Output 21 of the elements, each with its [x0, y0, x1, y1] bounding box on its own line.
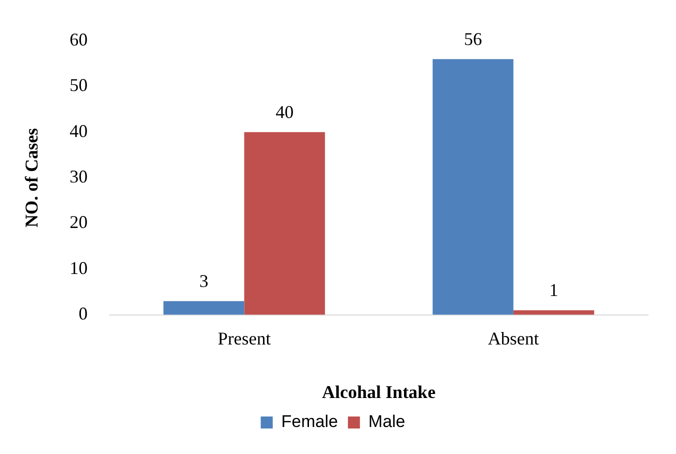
y-axis-title: NO. of Cases	[21, 128, 42, 228]
x-tick-label: Present	[218, 328, 271, 348]
y-tick-label: 40	[70, 120, 88, 141]
legend-label: Male	[368, 412, 406, 432]
bar	[163, 301, 244, 315]
data-label: 56	[464, 28, 482, 49]
y-tick-label: 50	[70, 75, 88, 96]
x-axis-title: Alcohal Intake	[322, 382, 436, 402]
y-tick-label: 0	[78, 304, 88, 324]
legend-label: Female	[281, 412, 338, 432]
y-tick-label: 30	[70, 166, 88, 187]
data-label: 1	[549, 280, 558, 300]
y-tick-label: 10	[70, 258, 88, 278]
data-label: 40	[276, 102, 294, 122]
y-tick-label: 20	[70, 212, 88, 232]
data-label: 3	[199, 270, 208, 291]
bar	[513, 310, 594, 315]
y-tick-label: 60	[70, 30, 88, 50]
bar	[432, 59, 514, 315]
x-tick-label: Absent	[488, 328, 539, 348]
bar	[244, 132, 325, 315]
